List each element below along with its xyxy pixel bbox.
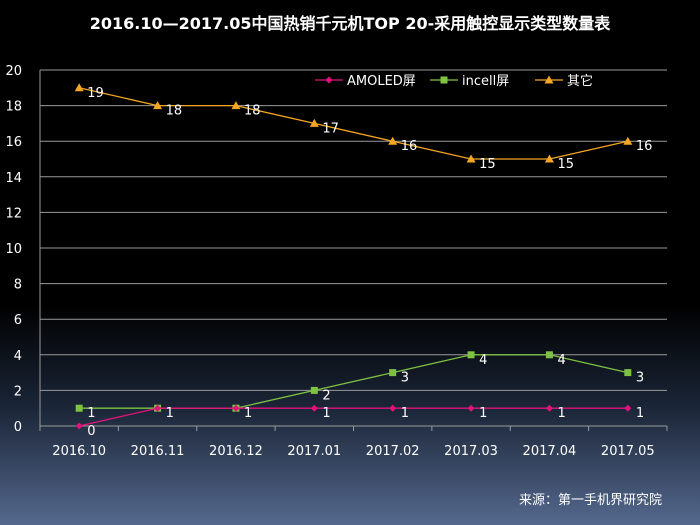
data-label: 3	[636, 371, 644, 386]
series-point	[544, 154, 554, 163]
legend-label: 其它	[567, 73, 593, 89]
legend-marker	[440, 76, 448, 84]
data-label: 2	[322, 388, 330, 403]
x-tick-label: 2016.10	[52, 444, 106, 459]
chart-title: 2016.10—2017.05中国热销千元机TOP 20-采用触控显示类型数量表	[90, 14, 611, 33]
legend-marker	[544, 75, 554, 84]
series-point	[624, 369, 632, 377]
x-tick-label: 2017.04	[523, 444, 577, 459]
series-lines	[74, 83, 633, 430]
series-point	[309, 118, 319, 127]
data-label: 1	[244, 406, 252, 421]
x-tick-label: 2017.03	[444, 444, 498, 459]
series-point	[466, 154, 476, 163]
x-tick-label: 2016.11	[131, 444, 185, 459]
data-label: 0	[87, 424, 95, 439]
series-0	[75, 404, 632, 430]
data-label: 1	[322, 406, 330, 421]
data-label: 17	[322, 121, 339, 136]
legend-label: incell屏	[462, 74, 509, 89]
data-label: 18	[244, 104, 261, 119]
y-tick-label: 0	[14, 420, 22, 435]
series-point	[388, 136, 398, 145]
series-point	[74, 83, 84, 92]
series-point	[310, 386, 318, 394]
x-tick-label: 2016.12	[209, 444, 263, 459]
series-point	[389, 369, 397, 377]
series-1	[75, 351, 632, 412]
series-2	[74, 83, 633, 163]
data-label: 4	[479, 353, 487, 368]
y-tick-label: 8	[14, 278, 22, 293]
data-label: 1	[401, 406, 409, 421]
series-point	[545, 351, 553, 359]
series-point	[310, 404, 318, 412]
x-tick-label: 2017.01	[287, 444, 341, 459]
series-point	[624, 404, 632, 412]
series-point	[231, 101, 241, 110]
series-point	[75, 404, 83, 412]
y-tick-label: 18	[5, 100, 22, 115]
legend: AMOLED屏 incell屏 其它	[315, 73, 593, 89]
data-label: 1	[636, 406, 644, 421]
legend-entry-2: 其它	[535, 73, 593, 89]
legend-marker	[325, 76, 333, 84]
series-line	[79, 407, 628, 427]
y-tick-label: 20	[5, 64, 22, 79]
data-label: 15	[479, 157, 496, 172]
series-point	[389, 404, 397, 412]
y-tick-label: 12	[5, 206, 22, 221]
legend-entry-0: AMOLED屏	[315, 74, 416, 89]
y-tick-label: 10	[5, 242, 22, 257]
series-point	[545, 404, 553, 412]
data-label: 3	[401, 371, 409, 386]
data-label: 19	[87, 86, 104, 101]
data-labels: 19 18 18 17 16 15 15 16 1 1 1 2 3 4 4 3 0 1 1 1 1 1	[87, 86, 652, 439]
series-line	[79, 87, 628, 160]
data-label: 4	[557, 353, 565, 368]
series-point	[75, 422, 83, 430]
x-tick-label: 2017.05	[601, 444, 655, 459]
y-tick-label: 16	[5, 135, 22, 150]
series-point	[623, 136, 633, 145]
legend-entry-1: incell屏	[430, 74, 509, 89]
series-point	[232, 404, 240, 412]
series-point	[153, 101, 163, 110]
data-label: 16	[401, 139, 418, 154]
data-label: 1	[479, 406, 487, 421]
series-point	[467, 351, 475, 359]
source-note: 来源：第一手机界研究院	[519, 493, 662, 508]
data-label: 16	[636, 139, 653, 154]
data-label: 1	[87, 406, 95, 421]
data-label: 1	[166, 406, 174, 421]
series-point	[154, 404, 162, 412]
data-label: 15	[557, 157, 574, 172]
series-point	[467, 404, 475, 412]
data-label: 18	[166, 104, 183, 119]
y-tick-label: 4	[14, 349, 22, 364]
y-tick-label: 2	[14, 384, 22, 399]
gridlines	[40, 69, 667, 391]
y-tick-label: 14	[5, 171, 22, 186]
series-line	[79, 354, 628, 409]
x-tick-label: 2017.02	[366, 444, 420, 459]
y-tick-label: 6	[14, 313, 22, 328]
legend-label: AMOLED屏	[347, 74, 416, 89]
data-label: 1	[557, 406, 565, 421]
